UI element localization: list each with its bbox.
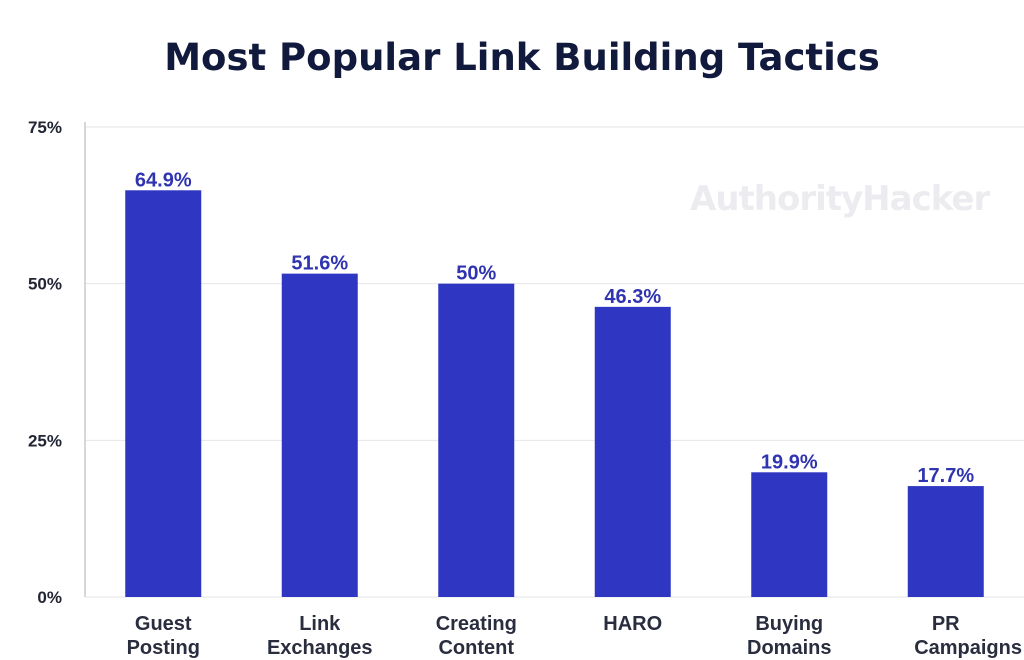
data-label: 19.9%: [761, 451, 818, 473]
bar: [594, 306, 671, 597]
bar: [281, 273, 358, 597]
y-tick-label: 75%: [28, 118, 62, 137]
x-tick-label: Posting: [127, 637, 200, 659]
y-axis-ticks: 0% 25% 50% 75%: [28, 118, 62, 607]
x-tick-label: Creating: [436, 613, 517, 635]
bar: [907, 486, 984, 597]
data-label: 50%: [456, 263, 496, 285]
data-label: 17.7%: [917, 465, 974, 487]
x-tick-label: HARO: [603, 613, 662, 635]
x-tick-label: Link: [299, 613, 341, 635]
watermark-logo: AuthorityHacker: [690, 179, 990, 219]
bar: [125, 190, 202, 597]
x-tick-label: Exchanges: [267, 637, 373, 659]
y-tick-label: 25%: [28, 431, 62, 450]
y-tick-label: 50%: [28, 275, 62, 294]
value-labels: 64.9% 51.6% 50% 46.3% 19.9% 17.7%: [135, 169, 974, 487]
chart-title: Most Popular Link Building Tactics: [164, 36, 880, 79]
x-tick-label: Content: [438, 637, 514, 659]
data-label: 64.9%: [135, 169, 192, 191]
data-label: 46.3%: [604, 286, 661, 308]
x-tick-label: Guest: [135, 613, 192, 635]
x-tick-label: PR: [932, 613, 960, 635]
x-tick-label: Domains: [747, 637, 831, 659]
bar: [751, 472, 828, 597]
x-tick-label: Campaigns: [914, 637, 1022, 659]
data-label: 51.6%: [291, 253, 348, 275]
y-tick-label: 0%: [37, 588, 62, 607]
gridlines: [85, 126, 1024, 598]
x-tick-label: Buying: [755, 613, 823, 635]
bars: [125, 190, 984, 597]
bar: [438, 283, 515, 597]
